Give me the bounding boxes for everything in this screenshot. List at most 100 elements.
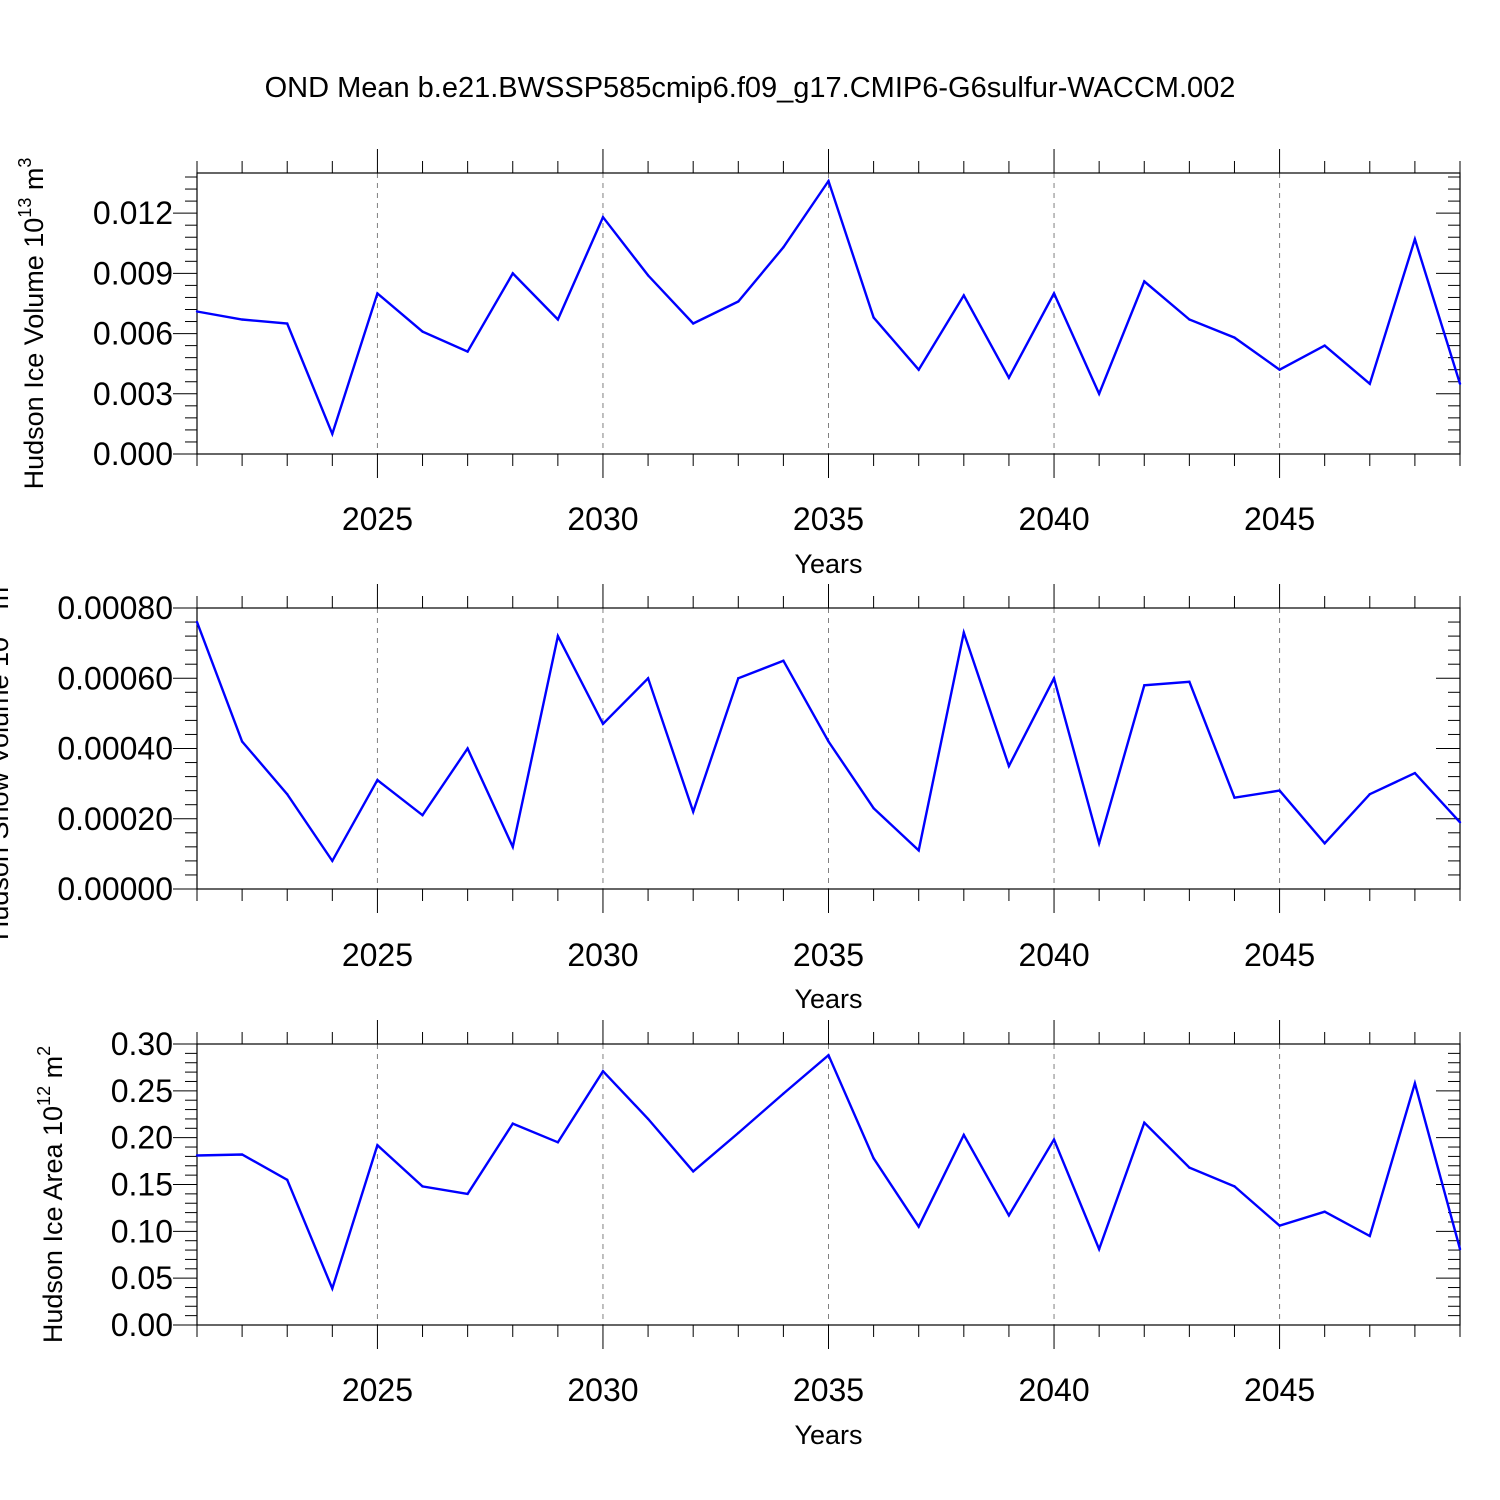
data-point [782, 246, 785, 249]
data-point [601, 215, 605, 219]
data-point [1097, 392, 1101, 395]
y-tick-label: 0.30 [111, 1026, 173, 1062]
data-point [962, 1133, 966, 1137]
data-point [737, 300, 740, 303]
x-tick-label: 2025 [342, 1372, 413, 1408]
x-tick-label: 2030 [567, 501, 638, 537]
data-point [1413, 771, 1417, 775]
data-point [1278, 1224, 1281, 1227]
y-tick-label: 0.00040 [57, 731, 173, 767]
y-tick-label: 0.006 [93, 316, 173, 352]
data-point [646, 1117, 650, 1121]
data-point [1458, 382, 1462, 385]
data-point [240, 318, 244, 321]
data-point [691, 1170, 695, 1173]
data-point [331, 1287, 334, 1290]
data-point [466, 747, 469, 750]
x-tick-label: 2030 [567, 937, 638, 973]
data-point [331, 859, 334, 863]
y-axis-title-unit-exponent: 2 [34, 1046, 54, 1056]
y-axis-title-unit: m [0, 587, 14, 617]
x-axis-title: Years [794, 549, 862, 579]
y-tick-label: 0.00000 [57, 871, 173, 907]
chart-panel-3: 2025 2030 2035 2040 2045 Years 0.00 0.05 0.10 0.1… [34, 1020, 1462, 1450]
data-point [240, 740, 244, 743]
data-point [691, 322, 695, 325]
data-point [556, 634, 560, 638]
data-point [195, 620, 199, 624]
x-axis-title: Years [794, 984, 862, 1014]
data-point [1323, 1210, 1326, 1213]
y-axis-title-unit-exponent: 3 [15, 158, 35, 168]
data-point [1188, 318, 1191, 321]
data-point [466, 1192, 469, 1196]
y-tick-label: 0.15 [111, 1167, 173, 1203]
data-point [737, 677, 740, 680]
y-tick-label: 0.00080 [57, 590, 173, 626]
y-tick-label: 0.20 [111, 1120, 173, 1156]
data-point [195, 1154, 199, 1157]
data-point [556, 318, 560, 321]
data-point [1143, 280, 1146, 283]
data-point [782, 659, 785, 662]
x-axis-title: Years [794, 1420, 862, 1450]
data-point [737, 1131, 740, 1135]
data-point [601, 1069, 605, 1073]
x-tick-label: 2025 [342, 937, 413, 973]
data-point [1097, 1247, 1101, 1251]
data-point [1233, 336, 1236, 339]
y-tick-label: 0.012 [93, 195, 173, 231]
data-point [286, 1178, 289, 1182]
data-point [1007, 764, 1011, 768]
y-axis-title-text: Hudson Snow Volume 10 [0, 637, 14, 940]
data-point [421, 330, 424, 333]
x-tick-label: 2035 [793, 1372, 864, 1408]
data-point [421, 1185, 424, 1188]
y-axis-title-unit: m [38, 1056, 68, 1086]
data-point [556, 1141, 560, 1144]
data-point [1143, 684, 1146, 687]
data-point [1323, 842, 1326, 845]
data-point [1097, 842, 1101, 845]
data-point [782, 1092, 785, 1095]
data-point [286, 792, 289, 796]
data-point [1233, 796, 1236, 799]
x-tick-label: 2045 [1244, 1372, 1315, 1408]
data-point [827, 1054, 830, 1057]
data-point [376, 1143, 379, 1147]
data-point [1052, 1138, 1056, 1141]
data-point [827, 740, 830, 743]
data-point [872, 316, 875, 319]
x-tick-label: 2040 [1018, 1372, 1089, 1408]
data-point [1458, 1247, 1462, 1251]
data-point [646, 677, 650, 680]
data-point [511, 272, 514, 275]
data-point [1007, 376, 1011, 379]
x-tick-label: 2030 [567, 1372, 638, 1408]
data-point [1368, 382, 1371, 385]
data-point [601, 722, 605, 726]
y-axis-title-text: Hudson Ice Volume 10 [19, 218, 49, 490]
y-tick-label: 0.00060 [57, 660, 173, 696]
y-axis-title-unit: m [19, 168, 49, 198]
data-point [331, 432, 334, 436]
data-point [1278, 368, 1281, 371]
data-point [1188, 680, 1191, 683]
data-point [872, 1157, 875, 1160]
x-tick-label: 2040 [1018, 937, 1089, 973]
y-axis-title-exponent: 13 [15, 198, 35, 218]
data-point [1413, 1082, 1417, 1085]
data-point [511, 845, 514, 849]
y-axis-title-text: Hudson Ice Area 10 [38, 1106, 68, 1343]
data-point [376, 778, 379, 782]
data-point [1323, 344, 1326, 347]
y-tick-label: 0.25 [111, 1073, 173, 1109]
data-point [1188, 1166, 1191, 1169]
y-tick-label: 0.000 [93, 436, 173, 472]
x-tick-label: 2045 [1244, 501, 1315, 537]
data-point [466, 350, 469, 353]
y-tick-label: 0.009 [93, 255, 173, 291]
y-tick-label: 0.00 [111, 1307, 173, 1343]
data-point [1143, 1121, 1146, 1124]
